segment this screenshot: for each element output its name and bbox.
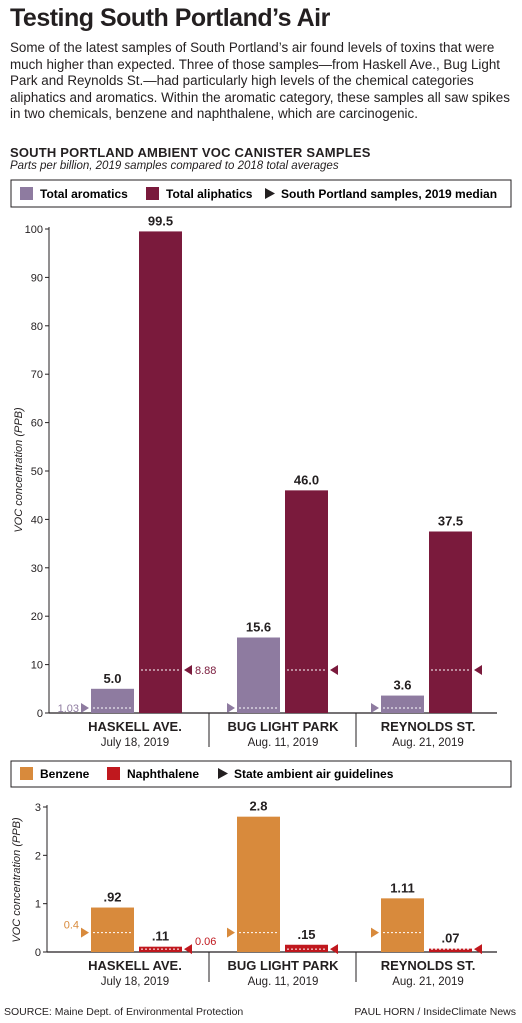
- chart1-y-axis-title: VOC concentration (PPB): [13, 407, 25, 533]
- y-tick-label: 40: [31, 514, 43, 526]
- legend-label-benzene: Benzene: [40, 767, 90, 781]
- category-label: REYNOLDS ST.: [381, 719, 476, 734]
- reference-marker: [474, 944, 482, 955]
- chart-heading: SOUTH PORTLAND AMBIENT VOC CANISTER SAMP…: [10, 145, 371, 160]
- chart-subheading: Parts per billion, 2019 samples compared…: [10, 160, 339, 172]
- reference-value-label: 1.03: [58, 703, 79, 715]
- y-tick-label: 20: [31, 611, 43, 623]
- bar-value-label: 3.6: [393, 678, 411, 693]
- legend-label-guidelines: State ambient air guidelines: [234, 767, 394, 781]
- bar-value-label: 5.0: [103, 671, 121, 686]
- bar-benzene: [381, 898, 424, 952]
- legend-swatch-aromatics: [20, 187, 33, 200]
- reference-marker: [371, 703, 379, 714]
- credit-note: PAUL HORN / InsideClimate News: [354, 1006, 516, 1018]
- legend-label-median: South Portland samples, 2019 median: [281, 187, 497, 201]
- legend-bottom: Benzene Naphthalene State ambient air gu…: [10, 760, 512, 788]
- reference-marker: [330, 665, 338, 676]
- bar-total-aliphatics: [429, 531, 472, 713]
- reference-marker: [227, 703, 235, 714]
- legend-label-aromatics: Total aromatics: [40, 187, 128, 201]
- reference-marker: [184, 944, 192, 955]
- bar-total-aromatics: [91, 688, 134, 713]
- bar-benzene: [237, 816, 280, 952]
- chart-voc-totals: 0 10 20 30 40 50 60 70 80 90 100 5.0 1.03 99.5 8.88 HAS…: [25, 213, 497, 749]
- chart2-y-axis-title: VOC concentration (PPB): [11, 817, 23, 943]
- category-date: Aug. 11, 2019: [248, 737, 319, 749]
- bar-value-label: 46.0: [294, 472, 319, 487]
- reference-marker: [81, 927, 89, 938]
- y-tick-label: 60: [31, 418, 43, 430]
- bar-value-label: 1.11: [390, 880, 415, 895]
- legend-swatch-benzene: [20, 767, 33, 780]
- category-label: REYNOLDS ST.: [381, 958, 476, 973]
- bar-value-label: .92: [103, 890, 121, 905]
- bar-value-label: .15: [297, 927, 315, 942]
- bar-value-label: 37.5: [438, 514, 463, 529]
- y-tick-label: 50: [31, 466, 43, 478]
- bar-value-label: 99.5: [148, 213, 173, 228]
- bar-total-aromatics: [237, 637, 280, 713]
- legend-triangle-icon: [218, 768, 228, 779]
- category-date: Aug. 11, 2019: [248, 976, 319, 988]
- bar-total-aromatics: [381, 695, 424, 713]
- bar-benzene: [91, 907, 134, 952]
- bar-value-label: .11: [152, 929, 169, 944]
- category-date: Aug. 21, 2019: [392, 737, 464, 749]
- bar-total-aliphatics: [285, 490, 328, 713]
- reference-marker: [474, 665, 482, 676]
- legend-label-naphthalene: Naphthalene: [127, 767, 199, 781]
- y-tick-label: 30: [31, 563, 43, 575]
- y-tick-label: 80: [31, 321, 43, 333]
- chart-benzene-naphthalene: 0 1 2 3 .92 0.4 .11 0.06 HASKELL AVE. July 18, 20…: [35, 799, 497, 988]
- y-tick-label: 70: [31, 369, 43, 381]
- reference-marker: [227, 927, 235, 938]
- reference-marker: [184, 665, 192, 676]
- y-tick-label: 1: [35, 899, 41, 911]
- bar-value-label: .07: [441, 931, 459, 946]
- reference-value-label: 0.4: [64, 920, 79, 932]
- y-tick-label: 2: [35, 850, 41, 862]
- bar-naphthalene: [139, 946, 182, 952]
- bar-value-label: 15.6: [246, 619, 271, 634]
- category-date: Aug. 21, 2019: [392, 976, 464, 988]
- intro-text: Some of the latest samples of South Port…: [10, 40, 510, 121]
- y-tick-label: 3: [35, 802, 41, 814]
- bar-naphthalene: [285, 944, 328, 952]
- category-date: July 18, 2019: [101, 976, 169, 988]
- bar-value-label: 2.8: [249, 799, 267, 814]
- y-tick-label: 10: [31, 660, 43, 672]
- bar-total-aliphatics: [139, 231, 182, 714]
- category-label: BUG LIGHT PARK: [228, 958, 340, 973]
- reference-marker: [81, 703, 89, 714]
- legend-label-aliphatics: Total aliphatics: [166, 187, 253, 201]
- page-title: Testing South Portland’s Air: [10, 4, 330, 32]
- y-tick-label: 100: [25, 224, 43, 236]
- y-tick-label: 0: [35, 947, 41, 959]
- source-note: SOURCE: Maine Dept. of Environmental Pro…: [4, 1006, 244, 1018]
- category-label: HASKELL AVE.: [88, 958, 182, 973]
- y-tick-label: 0: [37, 708, 43, 720]
- bar-naphthalene: [429, 948, 472, 952]
- y-tick-label: 90: [31, 272, 43, 284]
- category-label: BUG LIGHT PARK: [228, 719, 340, 734]
- legend-swatch-aliphatics: [146, 187, 159, 200]
- legend-top: Total aromatics Total aliphatics South P…: [10, 179, 512, 208]
- reference-marker: [371, 927, 379, 938]
- category-label: HASKELL AVE.: [88, 719, 182, 734]
- reference-marker: [330, 944, 338, 955]
- reference-value-label: 8.88: [195, 665, 216, 677]
- legend-triangle-icon: [265, 188, 275, 199]
- category-date: July 18, 2019: [101, 737, 169, 749]
- reference-value-label: 0.06: [195, 936, 216, 948]
- legend-swatch-naphthalene: [107, 767, 120, 780]
